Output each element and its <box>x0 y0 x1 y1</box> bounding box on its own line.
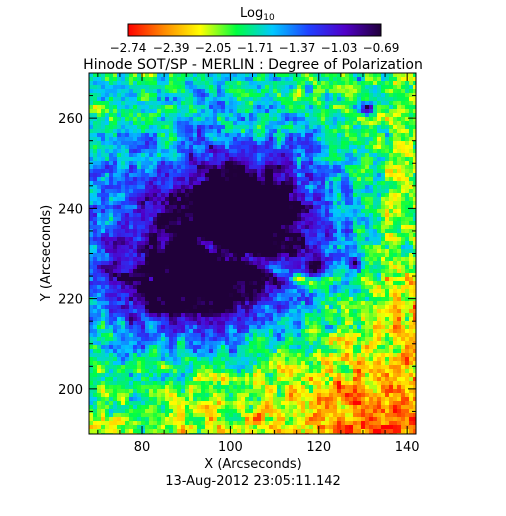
y-tick-label: 240 <box>58 202 83 217</box>
colorbar-tick-label: −0.69 <box>363 41 400 55</box>
chart-title: Hinode SOT/SP - MERLIN : Degree of Polar… <box>83 57 423 73</box>
colorbar-tick-label: −2.05 <box>195 41 232 55</box>
colorbar-tick-label: −2.39 <box>153 41 190 55</box>
y-tick-label: 200 <box>58 383 83 398</box>
colorbar <box>128 24 381 36</box>
colorbar-tick-label: −1.71 <box>237 41 274 55</box>
colorbar-tick-label: −1.37 <box>279 41 316 55</box>
y-axis-label: Y (Arcseconds) <box>39 205 54 302</box>
colorbar-label: Log10 <box>240 6 275 23</box>
x-tick-label: 140 <box>395 440 420 455</box>
x-axis-label: X (Arcseconds) <box>204 457 301 472</box>
x-tick-label: 80 <box>134 440 151 455</box>
x-tick-label: 120 <box>306 440 331 455</box>
colorbar-tick-label: −2.74 <box>110 41 147 55</box>
heatmap-image <box>89 73 416 434</box>
y-tick-label: 220 <box>58 293 83 308</box>
colorbar-tick-label: −1.03 <box>321 41 358 55</box>
colorbar-ticks: −2.74 −2.39 −2.05 −1.71 −1.37 −1.03 −0.69 <box>110 41 400 55</box>
y-tick-label: 260 <box>58 112 83 127</box>
x-tick-label: 100 <box>218 440 243 455</box>
timestamp: 13-Aug-2012 23:05:11.142 <box>165 474 341 489</box>
